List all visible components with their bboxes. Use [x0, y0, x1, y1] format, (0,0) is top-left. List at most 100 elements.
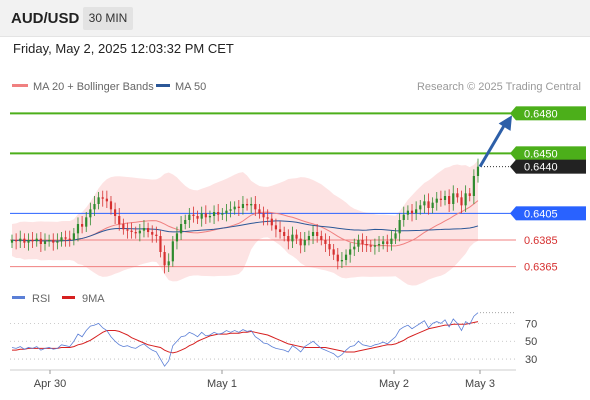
last-price-tag [516, 159, 586, 174]
datetime-label: Friday, May 2, 2025 12:03:32 PM CET [13, 41, 234, 56]
rsi-tick-label: 70 [525, 318, 537, 330]
candle-body [118, 216, 121, 224]
candle-body [311, 232, 315, 236]
candle-body [353, 246, 356, 250]
x-tick-label: May 3 [465, 378, 495, 390]
rsi-ma-legend-swatch [62, 296, 75, 299]
candle-body [15, 240, 18, 242]
candle-body [101, 197, 104, 199]
ma20-legend-label: MA 20 + Bollinger Bands [33, 81, 154, 93]
candle-body [23, 238, 26, 243]
candle-body [130, 230, 133, 232]
candle-body [134, 232, 137, 234]
candle-body [113, 209, 117, 216]
level-value-label: 0.6365 [524, 262, 558, 274]
candle-body [105, 198, 108, 202]
last-price-label: 0.6440 [524, 162, 558, 174]
ma50-legend-swatch [156, 84, 170, 87]
candle-body [200, 213, 203, 219]
candle-body [72, 233, 75, 240]
candle-body [443, 196, 447, 200]
candle-body [250, 204, 253, 206]
level-tag-pointer [510, 146, 516, 161]
candle-body [241, 204, 245, 208]
candle-body [39, 238, 42, 244]
candle-body [171, 241, 174, 262]
bollinger-band-fill [12, 160, 478, 286]
level-value-label: 0.6385 [524, 235, 558, 247]
level-value-label: 0.6450 [524, 148, 558, 160]
candle-body [233, 206, 236, 210]
candle-body [167, 261, 170, 266]
candle-body [52, 240, 55, 243]
candle-body [192, 214, 195, 216]
candle-body [142, 228, 146, 231]
candle-body [151, 232, 154, 235]
candle-body [431, 202, 434, 208]
candle-body [406, 210, 409, 215]
candle-body [229, 209, 232, 211]
candle-body [365, 244, 368, 246]
candle-body [299, 238, 302, 246]
level-tag-pointer [510, 206, 516, 221]
candle-body [225, 210, 228, 214]
level-value-label: 0.6480 [524, 108, 558, 120]
candle-body [109, 201, 113, 210]
candle-body [81, 224, 84, 227]
level-tag-resistance [516, 146, 586, 161]
timeframe-button[interactable]: 30 MIN [83, 7, 133, 30]
candle-body [336, 254, 339, 262]
candle-body [163, 252, 166, 266]
rsi-ma-line [12, 321, 479, 354]
last-price-tag-pointer [510, 159, 516, 174]
candle-body [56, 241, 59, 243]
candle-body [361, 240, 364, 244]
candle-body [208, 216, 212, 218]
candle-body [159, 236, 162, 252]
candle-body [390, 238, 393, 244]
candle-body [254, 204, 257, 210]
candle-body [349, 249, 352, 255]
projection-arrow-shaft [478, 121, 508, 168]
candle-body [394, 233, 397, 239]
candle-body [262, 213, 265, 218]
candle-body [320, 236, 323, 240]
candle-body [184, 220, 187, 224]
candle-body [464, 193, 467, 206]
candle-body [439, 198, 442, 200]
candle-body [419, 205, 422, 210]
candle-body [10, 240, 14, 243]
candle-body [283, 232, 286, 236]
candle-body [316, 232, 319, 236]
candle-body [245, 204, 249, 206]
level-value-label: 0.6405 [524, 208, 558, 220]
candle-body [179, 224, 183, 234]
candle-body [122, 224, 125, 230]
x-tick-label: Apr 30 [34, 378, 66, 390]
candle-body [373, 245, 377, 247]
chart-header: AUD/USD 30 MIN [0, 0, 590, 37]
candle-body [369, 245, 372, 247]
candle-body [344, 254, 348, 260]
candle-body [476, 166, 480, 176]
candle-body [93, 204, 96, 210]
candle-body [328, 244, 331, 250]
candle-body [291, 234, 294, 242]
candle-body [307, 236, 311, 240]
candle-body [196, 216, 199, 219]
candle-body [382, 241, 385, 244]
rsi-legend-label: RSI [32, 293, 50, 305]
candle-body [357, 240, 360, 247]
candle-body [31, 240, 34, 242]
rsi-line [11, 312, 479, 367]
ma20-legend-swatch [12, 84, 28, 87]
candle-body [274, 225, 278, 230]
candle-body [60, 237, 63, 242]
candle-body [126, 229, 129, 231]
candle-body [278, 229, 282, 232]
candle-body [217, 212, 220, 215]
candle-body [237, 206, 240, 208]
candle-body [452, 193, 455, 204]
copyright-credit: Research © 2025 Trading Central [417, 81, 581, 93]
